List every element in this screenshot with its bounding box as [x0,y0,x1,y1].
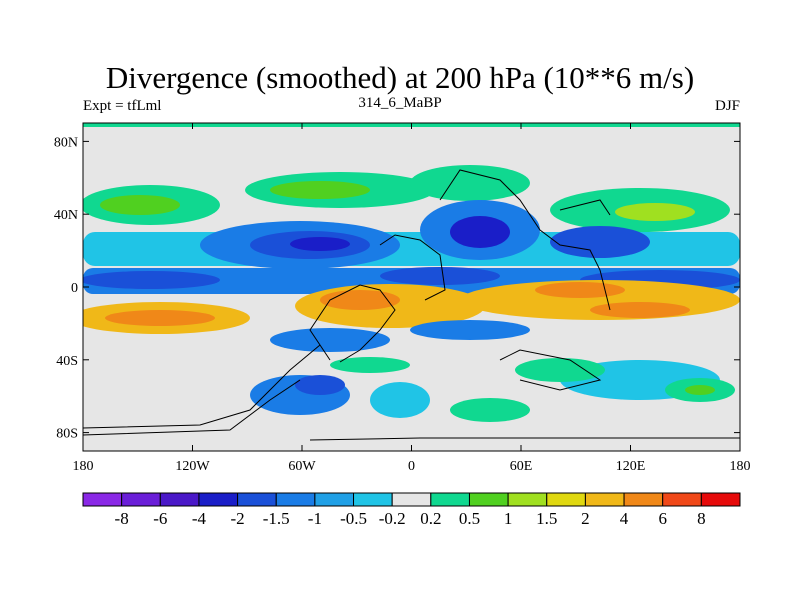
contour-patch [615,203,695,221]
contour-patch [450,216,510,248]
coastline [83,379,301,436]
colorbar-swatch [546,492,586,507]
coastline [559,199,611,216]
colorbar-swatch [314,492,355,507]
colorbar-swatch [584,492,625,507]
contour-patch [105,310,215,326]
colorbar-swatch [391,492,432,507]
colorbar-label: -1 [308,509,322,528]
colorbar-swatch [430,492,470,507]
colorbar-swatch [159,492,200,507]
coastline [83,344,321,429]
contour-patch [550,226,650,258]
contour-patch [410,165,530,201]
colorbar-label: 8 [697,509,706,528]
contour-patch [685,385,715,395]
axis-ticks: 180 120W 60W 0 60E 120E 180 80N 40N 0 40S 80S [54,123,751,474]
colorbar-swatch [468,492,509,507]
colorbar-label: -2 [231,509,245,528]
colorbar-label: 6 [658,509,667,528]
contour-patch [290,237,350,251]
contour-patch [370,382,430,418]
colorbar-label: -8 [115,509,129,528]
x-tick-label: 60E [510,459,533,474]
coastline [309,284,396,363]
contour-patch [410,320,530,340]
season-label: DJF [714,98,740,114]
coastline [439,169,611,311]
x-tick-label: 60W [288,459,316,474]
x-tick-label: 180 [73,459,94,474]
colorbar-swatch [507,492,548,507]
experiment-label: Expt = tfLml [83,98,162,114]
colorbar-label: 1.5 [536,509,557,528]
colorbar-label: 2 [581,509,590,528]
colorbar-swatch [275,492,316,507]
y-tick-label: 0 [71,281,78,296]
colorbar-swatch [623,492,664,507]
contour-patch [515,358,605,382]
contour-patch [450,398,530,422]
coastline [309,437,740,441]
contour-patch [295,375,345,395]
coastline [499,349,602,391]
coastline [379,234,446,301]
contour-patch [100,195,180,215]
y-tick-label: 40N [54,208,78,223]
colorbar-swatch [198,492,239,507]
contour-patch [330,357,410,373]
x-tick-label: 180 [730,459,751,474]
x-tick-label: 0 [408,459,415,474]
x-tick-label: 120E [616,459,646,474]
contour-patch [270,181,370,199]
y-tick-label: 80N [54,135,78,150]
colorbar-label: 4 [620,509,629,528]
contour-patch [270,328,390,352]
colorbar-label: -0.5 [340,509,367,528]
contour-patch [535,282,625,298]
colorbar-label: 0.5 [459,509,480,528]
map-title: Divergence (smoothed) at 200 hPa (10**6 … [105,60,695,95]
colorbar-swatch [121,492,161,507]
contour-patch [380,267,500,285]
colorbar: -8 -6 -4 -2 -1.5 -1 -0.5 -0.2 0.2 0.5 1 1.5 2 4 6 8 [82,492,741,528]
contour-patch [83,271,220,289]
colorbar-label: -0.2 [379,509,406,528]
colorbar-label: 0.2 [420,509,441,528]
colorbar-swatch [353,492,393,507]
colorbar-label: -1.5 [263,509,290,528]
colorbar-swatch [700,492,741,507]
x-tick-label: 120W [175,459,210,474]
y-tick-label: 40S [56,354,78,369]
colorbar-swatch [237,492,277,507]
y-tick-label: 80S [56,427,78,442]
colorbar-swatch [82,492,123,507]
contour-patch [590,302,690,318]
colorbar-label: 1 [504,509,513,528]
colorbar-label: -6 [153,509,167,528]
colorbar-swatch [662,492,702,507]
colorbar-label: -4 [192,509,207,528]
run-label: 314_6_MaBP [358,95,442,111]
